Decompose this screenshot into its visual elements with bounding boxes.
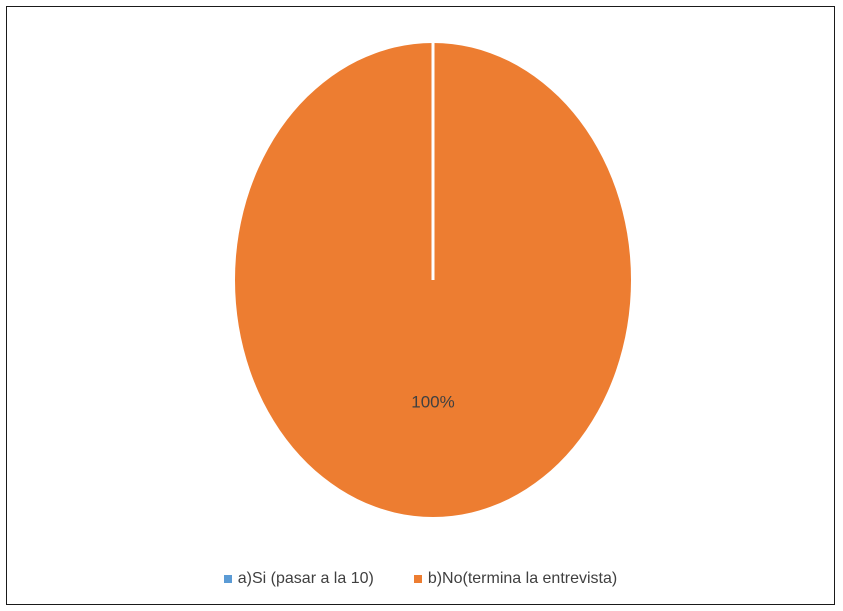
pie-data-labels: 100% — [411, 393, 454, 412]
data-label-no: 100% — [411, 393, 454, 412]
pie-chart: 100% — [235, 43, 631, 517]
chart-area: 100% a)Si (pasar a la 10) b)No(termina l… — [6, 6, 835, 605]
legend-item-si: a)Si (pasar a la 10) — [223, 570, 374, 588]
legend-item-no: b)No(termina la entrevista) — [413, 570, 618, 588]
legend-label-si: a)Si (pasar a la 10) — [237, 570, 374, 587]
legend-swatch-si — [223, 575, 232, 583]
legend-label-no: b)No(termina la entrevista) — [427, 570, 618, 587]
pie-slices — [235, 43, 631, 517]
legend-swatch-no — [413, 575, 422, 583]
legend: a)Si (pasar a la 10) b)No(termina la ent… — [7, 570, 834, 588]
